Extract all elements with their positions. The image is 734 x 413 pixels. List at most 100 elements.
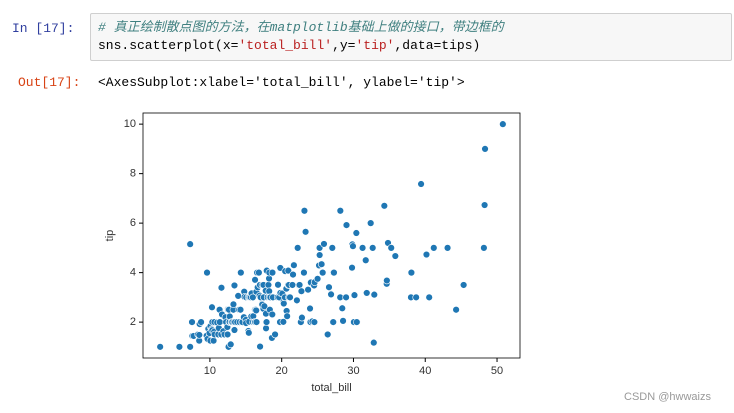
point (362, 256, 370, 264)
point (422, 250, 431, 259)
x-tick-label: 30 (347, 365, 359, 377)
code-token: sns.scatterplot(x= (98, 38, 239, 53)
point (317, 260, 326, 268)
point (301, 228, 310, 236)
point (264, 281, 273, 289)
y-tick-label: 2 (130, 316, 136, 328)
point (313, 275, 322, 283)
point (310, 318, 319, 326)
point (481, 145, 489, 153)
point (329, 318, 337, 326)
point (315, 251, 324, 259)
point (274, 281, 282, 289)
point (265, 287, 273, 295)
point (430, 244, 438, 252)
point (284, 266, 292, 275)
point (268, 310, 276, 319)
point (289, 270, 297, 279)
point (358, 244, 367, 252)
point (304, 285, 312, 294)
point (293, 244, 302, 252)
point (252, 306, 260, 315)
point (412, 293, 420, 302)
point (348, 263, 356, 272)
x-tick-label: 10 (204, 365, 216, 377)
point (342, 221, 351, 229)
point (452, 306, 460, 314)
point (197, 318, 205, 326)
point (295, 281, 304, 289)
point (350, 291, 359, 299)
watermark: CSDN @hwwaizs (624, 391, 711, 403)
point (387, 244, 395, 252)
out-prompt: Out[17]: (18, 75, 81, 90)
point (230, 281, 239, 290)
point (320, 240, 328, 248)
point (369, 244, 377, 252)
point (249, 293, 257, 302)
point (229, 300, 238, 308)
point (227, 340, 235, 349)
x-tick-label: 20 (276, 365, 288, 377)
y-tick-label: 10 (124, 118, 136, 130)
point (188, 318, 196, 326)
point (297, 287, 306, 295)
point (280, 299, 288, 308)
point (252, 318, 261, 326)
point (255, 268, 263, 277)
code-token: 'tip' (355, 38, 395, 53)
code-token: ,y= (332, 38, 356, 53)
code-cell[interactable]: # 真正绘制散点图的方法，在matplotlib基础上做的接口，带边框的 sns… (90, 13, 732, 61)
point (353, 318, 361, 326)
point (417, 180, 425, 188)
point (480, 244, 488, 252)
point (336, 207, 345, 215)
point (245, 329, 253, 337)
point (480, 201, 489, 209)
point (300, 207, 309, 215)
y-axis-label: tip (104, 230, 116, 242)
point (306, 304, 314, 313)
x-tick-label: 50 (491, 365, 503, 377)
x-tick-label: 40 (419, 365, 431, 377)
point (209, 336, 218, 345)
point (425, 293, 433, 302)
point (459, 281, 468, 289)
point (383, 276, 391, 285)
point (186, 343, 194, 351)
point (216, 318, 224, 326)
y-tick-label: 6 (130, 217, 136, 229)
point (339, 317, 347, 325)
point (407, 268, 416, 277)
cell-output: <AxesSubplot:xlabel='total_bill', ylabel… (98, 75, 465, 90)
point (195, 331, 203, 339)
point (499, 120, 507, 128)
point (230, 326, 239, 334)
code-line: sns.scatterplot(x='total_bill',y='tip',d… (98, 37, 724, 55)
code-comment: # 真正绘制散点图的方法，在matplotlib基础上做的接口，带边框的 (98, 20, 504, 35)
point (338, 304, 346, 312)
point (391, 252, 400, 260)
point (363, 289, 371, 297)
in-prompt: In [17]: (12, 21, 75, 36)
point (300, 268, 308, 277)
point (203, 268, 211, 277)
point (175, 343, 184, 351)
point (352, 229, 361, 237)
point (325, 283, 333, 291)
code-token: ,data=tips) (394, 38, 481, 53)
point (279, 318, 288, 326)
point (262, 318, 271, 326)
point (237, 268, 245, 277)
point (262, 324, 270, 333)
point (283, 312, 291, 320)
point (208, 303, 216, 311)
point (293, 296, 301, 305)
point (342, 293, 350, 302)
point (256, 342, 264, 351)
point (443, 244, 452, 252)
point (370, 338, 378, 347)
point (290, 261, 298, 269)
